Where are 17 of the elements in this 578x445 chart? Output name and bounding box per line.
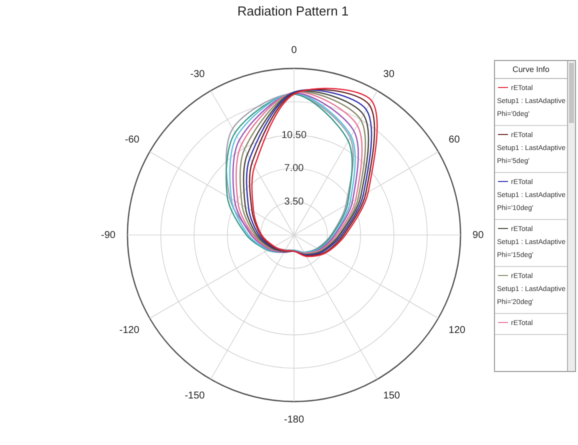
chart-title: Radiation Pattern 1 xyxy=(237,3,349,18)
y-tick-label: 3.50 xyxy=(284,196,304,208)
y-tick-label: 7.00 xyxy=(284,163,304,174)
spoke-label: 0 xyxy=(291,45,298,56)
spoke-label: -90 xyxy=(101,230,116,241)
spoke-label: -120 xyxy=(119,325,140,336)
spoke-label: -150 xyxy=(184,390,206,402)
spoke-label: 120 xyxy=(448,325,466,336)
legend-title: Curve Info xyxy=(495,61,567,79)
y-tick-label: 10.50 xyxy=(281,130,307,141)
spoke-label: -180 xyxy=(284,414,304,426)
spoke-label: -30 xyxy=(190,69,206,80)
spoke-label: -60 xyxy=(124,134,140,146)
spoke-label: 90 xyxy=(472,230,484,241)
spoke-label: 30 xyxy=(383,69,395,80)
spoke-label: 150 xyxy=(383,390,400,402)
spoke-label: 60 xyxy=(448,134,460,146)
